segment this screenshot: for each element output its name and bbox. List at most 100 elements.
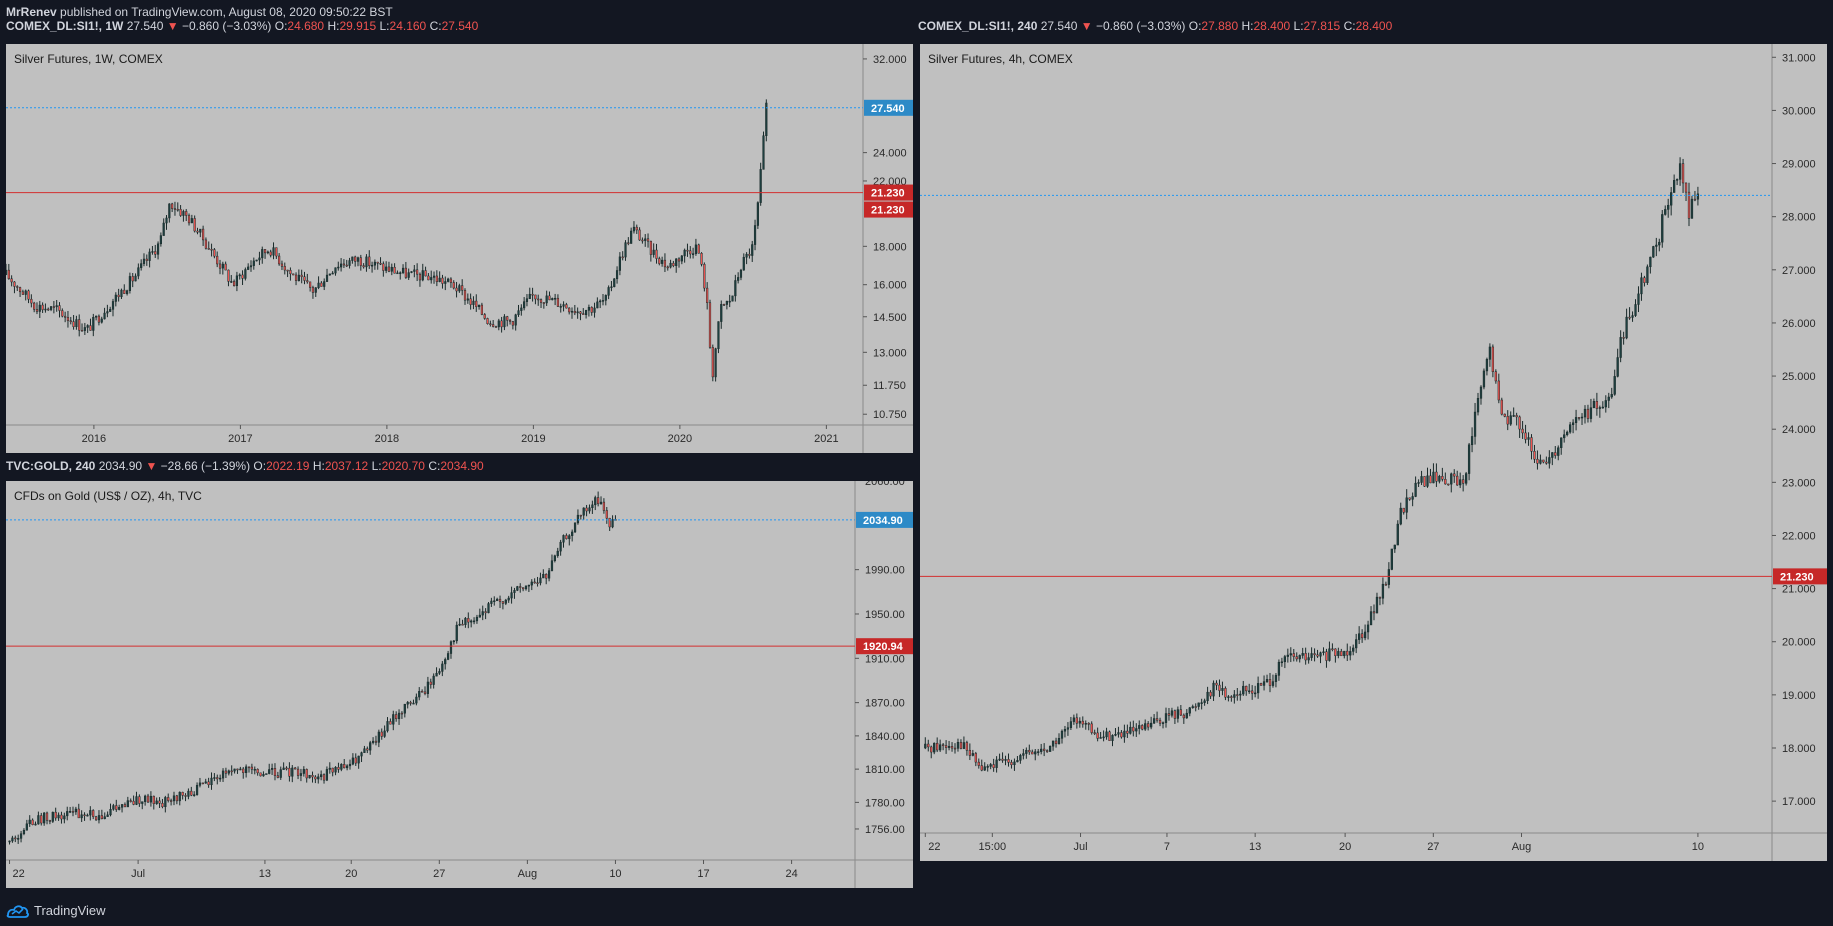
gold-level-badge-text: 1920.94 (863, 641, 904, 653)
weekly-candle-body (399, 272, 402, 274)
silver4h-candle-body (1512, 415, 1515, 417)
silver4h-candle-body (1194, 706, 1197, 708)
weekly-candle-body (413, 269, 416, 272)
gold-candle-body (221, 770, 225, 779)
weekly-candle-body (154, 251, 157, 255)
silver4h-chart[interactable]: 31.000 30.000 29.000 28.000 27.000 26.000 25.0… (920, 44, 1827, 861)
silver4h-candle-body (1464, 473, 1468, 484)
tradingview-footer[interactable]: TradingView (6, 902, 106, 918)
gold-x-tick-label: 27 (433, 868, 445, 880)
weekly-candle-body (534, 294, 537, 300)
silver4h-candle-body (968, 750, 972, 756)
silver4h-candle-body (1144, 723, 1147, 730)
weekly-symbol[interactable]: COMEX_DL:SI1!, 1W (6, 19, 124, 33)
weekly-candle-body (317, 282, 320, 288)
silver4h-candle-body (1004, 759, 1007, 761)
weekly-candle-body (579, 311, 582, 314)
silver4h-candle-body (1378, 596, 1382, 599)
silver4h-candle-body (1497, 380, 1500, 401)
gold-candle-body (467, 618, 470, 623)
gold-candle-body (464, 618, 467, 625)
gold-chart[interactable]: 1990.00 1950.00 1910.00 1870.00 1840.00 1810.… (6, 481, 913, 888)
gold-candle-body (273, 768, 277, 776)
silver4h-candle-body (1212, 682, 1215, 697)
weekly-x-tick-label: 2019 (521, 433, 545, 445)
gold-symbol[interactable]: TVC:GOLD, 240 (6, 459, 96, 473)
weekly-candle-body (461, 285, 464, 291)
gold-candle-body (565, 535, 568, 540)
weekly-level-badge-text: 21.230 (871, 188, 905, 200)
silver4h-y-tick-label: 30.000 (1782, 105, 1816, 117)
silver4h-candle-body (1173, 710, 1177, 719)
gold-candle-body (325, 769, 329, 781)
silver4h-candle-body (1503, 413, 1506, 417)
silver4h-candle-body (1693, 198, 1697, 201)
weekly-candle-body (162, 222, 165, 236)
weekly-candle-body (340, 263, 343, 268)
weekly-candle-body (106, 311, 109, 314)
gold-candle-body (542, 573, 545, 579)
silver4h-candle-body (1328, 648, 1331, 661)
silver4h-candle-body (1197, 702, 1200, 707)
silver4h-candle-body (1536, 458, 1539, 464)
weekly-candle-body (472, 300, 475, 305)
weekly-candle-body (635, 226, 638, 231)
silver4h-candle-body (1687, 191, 1691, 219)
gold-candle-body (380, 731, 383, 737)
gold-candle-body (438, 671, 441, 674)
weekly-candle-body (255, 259, 258, 262)
silver4h-candle-body (1078, 720, 1081, 724)
weekly-candle-body (278, 255, 281, 265)
gold-candle-body (132, 800, 135, 805)
gold-candle-body (533, 581, 536, 584)
silver4h-candle-body (1117, 732, 1120, 735)
gold-candle-body (204, 781, 207, 784)
silver4h-y-tick-label: 17.000 (1782, 796, 1816, 808)
weekly-level-badge-2-bg (864, 201, 913, 218)
gold-x-tick-label: 22 (13, 868, 25, 880)
silver4h-y-tick-label: 24.000 (1782, 424, 1816, 436)
weekly-candle-body (216, 255, 219, 265)
weekly-candle-body (720, 304, 723, 322)
gold-candle-body (317, 776, 320, 780)
gold-candle-body (100, 815, 103, 820)
weekly-candle-body (323, 281, 326, 287)
silver4h-candle-body (974, 753, 977, 763)
silver4h-candle-body (1358, 633, 1361, 640)
gold-candle-body (207, 781, 210, 786)
silver4h-candle-body (1634, 304, 1637, 316)
silver4h-candle-body (1155, 718, 1159, 721)
silver4h-candle-body (1245, 685, 1248, 692)
silver4h-candle-body (1509, 415, 1512, 425)
weekly-candle-body (658, 258, 661, 264)
weekly-candle-body (173, 208, 177, 210)
weekly-candle-body (272, 247, 275, 256)
gold-candle-body (305, 769, 308, 779)
gold-price: 2034.90 (98, 459, 143, 473)
gold-y-tick-label: 1910.00 (865, 653, 905, 665)
gold-candle-body (167, 797, 170, 801)
silver4h-candle-body (1583, 408, 1587, 418)
gold-candle-body (559, 541, 562, 552)
weekly-chart[interactable]: 32.00024.00022.00018.00016.00014.50013.0… (6, 44, 913, 453)
gold-candle-body (360, 752, 363, 757)
silver4h-candle-body (1072, 717, 1076, 722)
silver4h-candle-body (1366, 624, 1370, 633)
gold-candle-body (291, 767, 294, 777)
weekly-chart-panel[interactable]: 32.000 24.000 22.000 18.000 16.000 14.500 13.0… (6, 44, 913, 453)
weekly-candle-body (221, 263, 224, 269)
silver4h-chart-panel[interactable]: 31.000 30.000 29.000 28.000 27.000 26.000 25.0… (920, 44, 1827, 861)
gold-close-label: C: (428, 459, 441, 473)
author-name[interactable]: MrRenev (6, 5, 57, 19)
gold-candle-body (345, 765, 349, 769)
gold-candle-body (11, 837, 14, 842)
weekly-candle-body (269, 251, 272, 256)
silver4h-candle-body (1482, 370, 1486, 388)
weekly-candle-body (714, 348, 717, 378)
silver4h-candle-body (1108, 731, 1111, 741)
silver4h-candle-body (1675, 179, 1679, 181)
silver4h-candle-body (980, 765, 983, 771)
silver4h-symbol[interactable]: COMEX_DL:SI1!, 240 (918, 19, 1038, 33)
gold-chart-panel[interactable]: 1990.00 1950.00 1910.00 1870.00 1840.00 1810.… (6, 481, 913, 888)
gold-candle-body (576, 514, 580, 524)
